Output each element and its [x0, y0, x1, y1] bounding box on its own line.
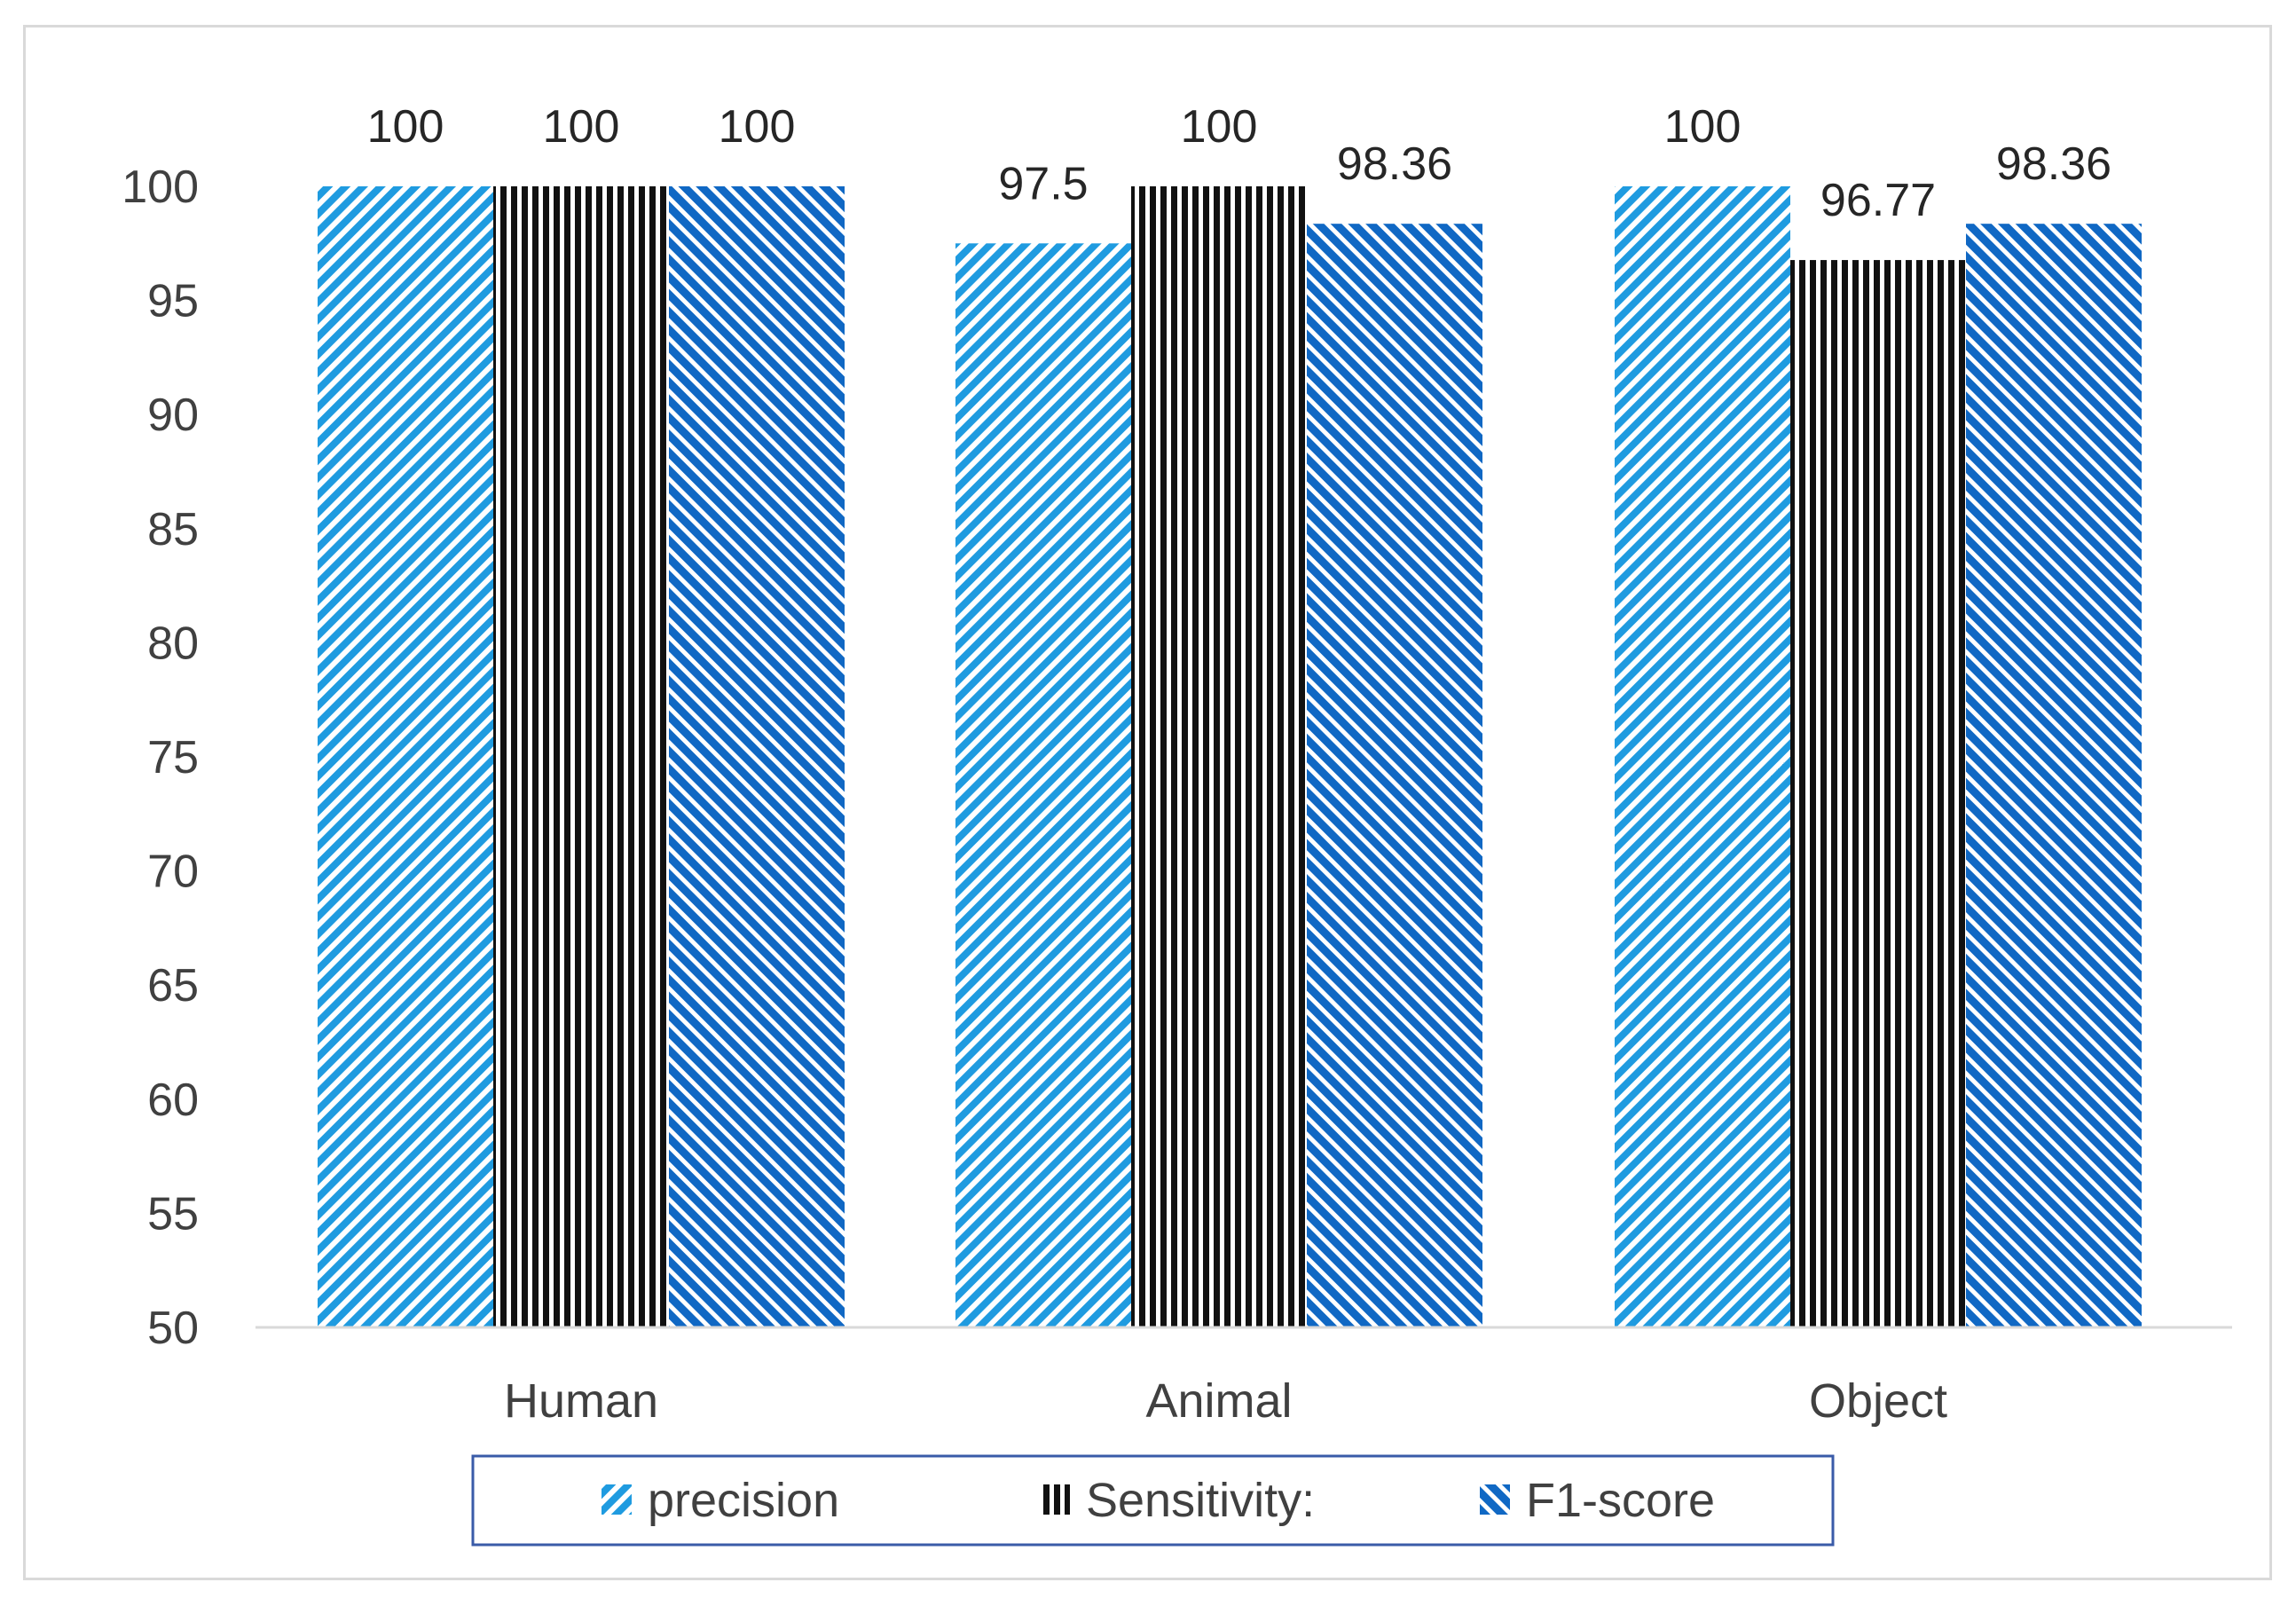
x-category-label: Object	[1809, 1374, 1947, 1428]
bar-sensitivity-object	[1790, 260, 1966, 1328]
legend-label: F1-score	[1526, 1474, 1715, 1527]
bar-f1-score-human	[669, 186, 845, 1327]
legend-swatch	[1040, 1484, 1070, 1515]
y-tick-label: 65	[147, 960, 199, 1012]
bar-sensitivity-animal	[1131, 186, 1307, 1327]
bar-f1-score-object	[1966, 224, 2142, 1328]
bar-precision-object	[1615, 186, 1790, 1327]
data-label: 96.77	[1820, 175, 1936, 226]
y-axis-ticks: 50 55 60 65 70 75 80 85 90 95 100	[122, 161, 199, 1354]
y-tick-label: 75	[147, 732, 199, 783]
data-label: 97.5	[998, 158, 1088, 209]
legend-swatch	[602, 1484, 632, 1515]
legend: precision Sensitivity: F1-score	[471, 1454, 1835, 1547]
y-tick-label: 85	[147, 504, 199, 555]
legend-label: precision	[648, 1474, 839, 1527]
legend-box	[471, 1454, 1835, 1547]
y-tick-label: 70	[147, 846, 199, 898]
data-label: 98.36	[1337, 138, 1452, 190]
bar-f1-score-animal	[1307, 224, 1482, 1328]
legend-label: Sensitivity:	[1086, 1474, 1315, 1527]
data-label: 100	[1181, 101, 1258, 153]
x-category-label: Animal	[1145, 1374, 1292, 1428]
y-tick-label: 55	[147, 1188, 199, 1240]
bar-sensitivity-human	[493, 186, 669, 1327]
y-tick-label: 60	[147, 1075, 199, 1126]
data-label: 98.36	[1996, 138, 2111, 190]
data-label: 100	[1664, 101, 1742, 153]
bars-group	[318, 186, 2142, 1328]
y-tick-label: 100	[122, 161, 199, 213]
bar-precision-human	[318, 186, 493, 1327]
y-tick-label: 80	[147, 618, 199, 669]
legend-swatch	[1480, 1484, 1510, 1515]
data-label: 100	[719, 101, 796, 153]
category-labels-group: Human Animal Object	[504, 1374, 1947, 1428]
x-category-label: Human	[504, 1374, 658, 1428]
bar-precision-animal	[955, 243, 1131, 1327]
y-tick-label: 95	[147, 276, 199, 327]
data-label: 100	[543, 101, 620, 153]
y-tick-label: 90	[147, 390, 199, 441]
data-labels-group: 100 100 100 97.5 100 98.36 100 96.77 98.36	[367, 101, 2111, 226]
data-label: 100	[367, 101, 444, 153]
y-tick-label: 50	[147, 1303, 199, 1354]
